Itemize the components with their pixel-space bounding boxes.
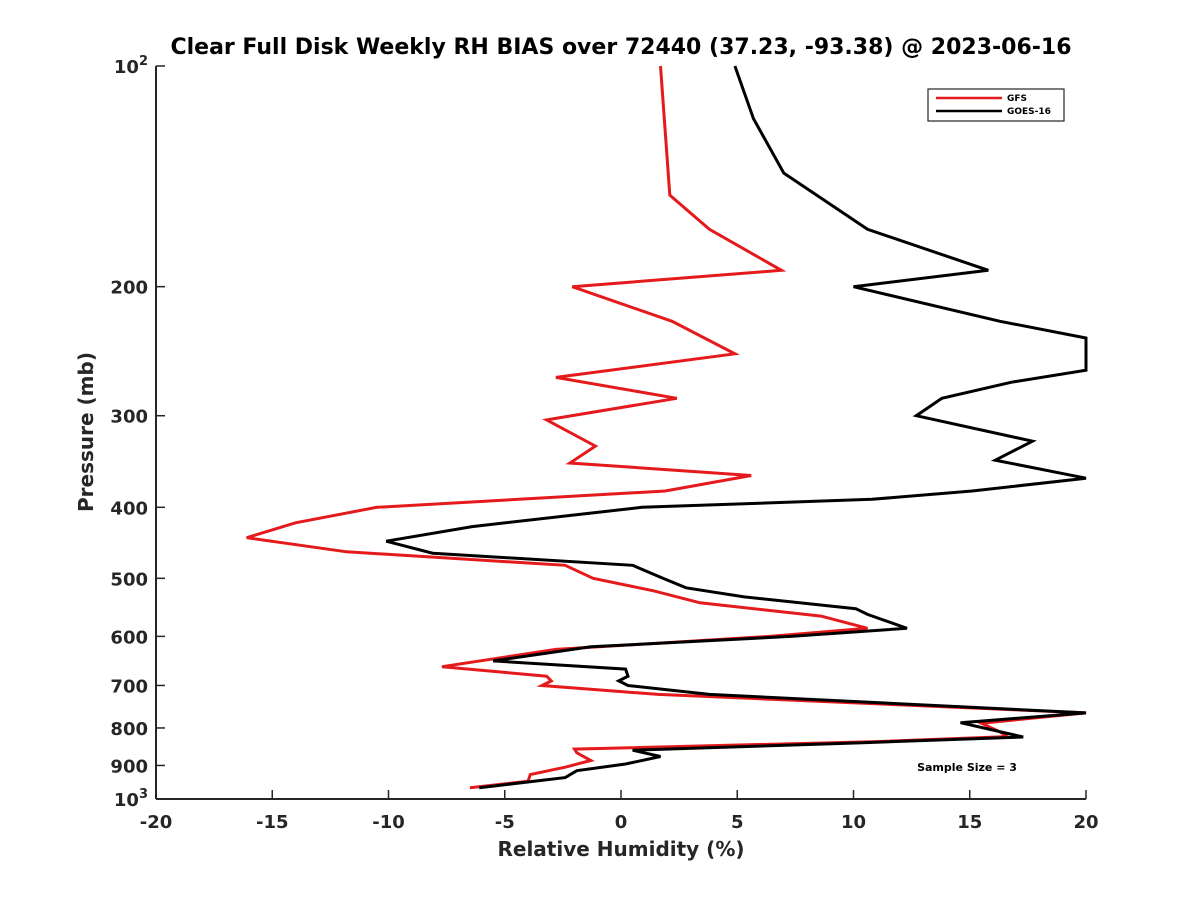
sample-size-annotation: Sample Size = 3 <box>917 761 1017 774</box>
plot-area: -20 -15 -10 -5 0 5 10 15 20 102 200 300 400 500 600 70… <box>110 54 1098 833</box>
y-tick-label: 103 <box>114 787 148 811</box>
legend-items: GFS GOES-16 <box>936 94 1051 117</box>
y-tick-label: 400 <box>110 498 148 519</box>
y-tick-label: 200 <box>110 278 148 299</box>
x-tick-label: 0 <box>615 812 628 833</box>
y-tick-label: 102 <box>114 54 148 78</box>
y-tick-label: 600 <box>110 627 148 648</box>
x-tick-label: 20 <box>1073 812 1098 833</box>
legend-label: GOES-16 <box>1007 107 1051 117</box>
x-axis-label: Relative Humidity (%) <box>497 837 744 861</box>
x-tick-label: 15 <box>957 812 982 833</box>
series-line-goes-16 <box>385 65 1088 790</box>
x-tick-label: -20 <box>140 812 173 833</box>
x-tick-label: -5 <box>495 812 515 833</box>
y-axis-ticks: 102 200 300 400 500 600 700 800 900 103 <box>110 54 165 811</box>
x-tick-label: 10 <box>841 812 866 833</box>
chart-title: Clear Full Disk Weekly RH BIAS over 7244… <box>170 35 1071 60</box>
legend: GFS GOES-16 <box>927 88 1065 122</box>
y-tick-label: 800 <box>110 719 148 740</box>
y-axis-label: Pressure (mb) <box>74 352 98 512</box>
legend-box <box>927 88 1065 122</box>
x-tick-label: -15 <box>256 812 289 833</box>
x-tick-label: -10 <box>372 812 405 833</box>
y-tick-label: 700 <box>110 676 148 697</box>
x-tick-label: 5 <box>731 812 744 833</box>
y-tick-label: 500 <box>110 569 148 590</box>
legend-label: GFS <box>1007 94 1027 104</box>
y-tick-label: 900 <box>110 756 148 777</box>
y-tick-label: 300 <box>110 407 148 428</box>
series-layer <box>246 65 1088 790</box>
x-axis-ticks: -20 -15 -10 -5 0 5 10 15 20 <box>140 790 1099 833</box>
plot-background <box>156 66 1086 799</box>
